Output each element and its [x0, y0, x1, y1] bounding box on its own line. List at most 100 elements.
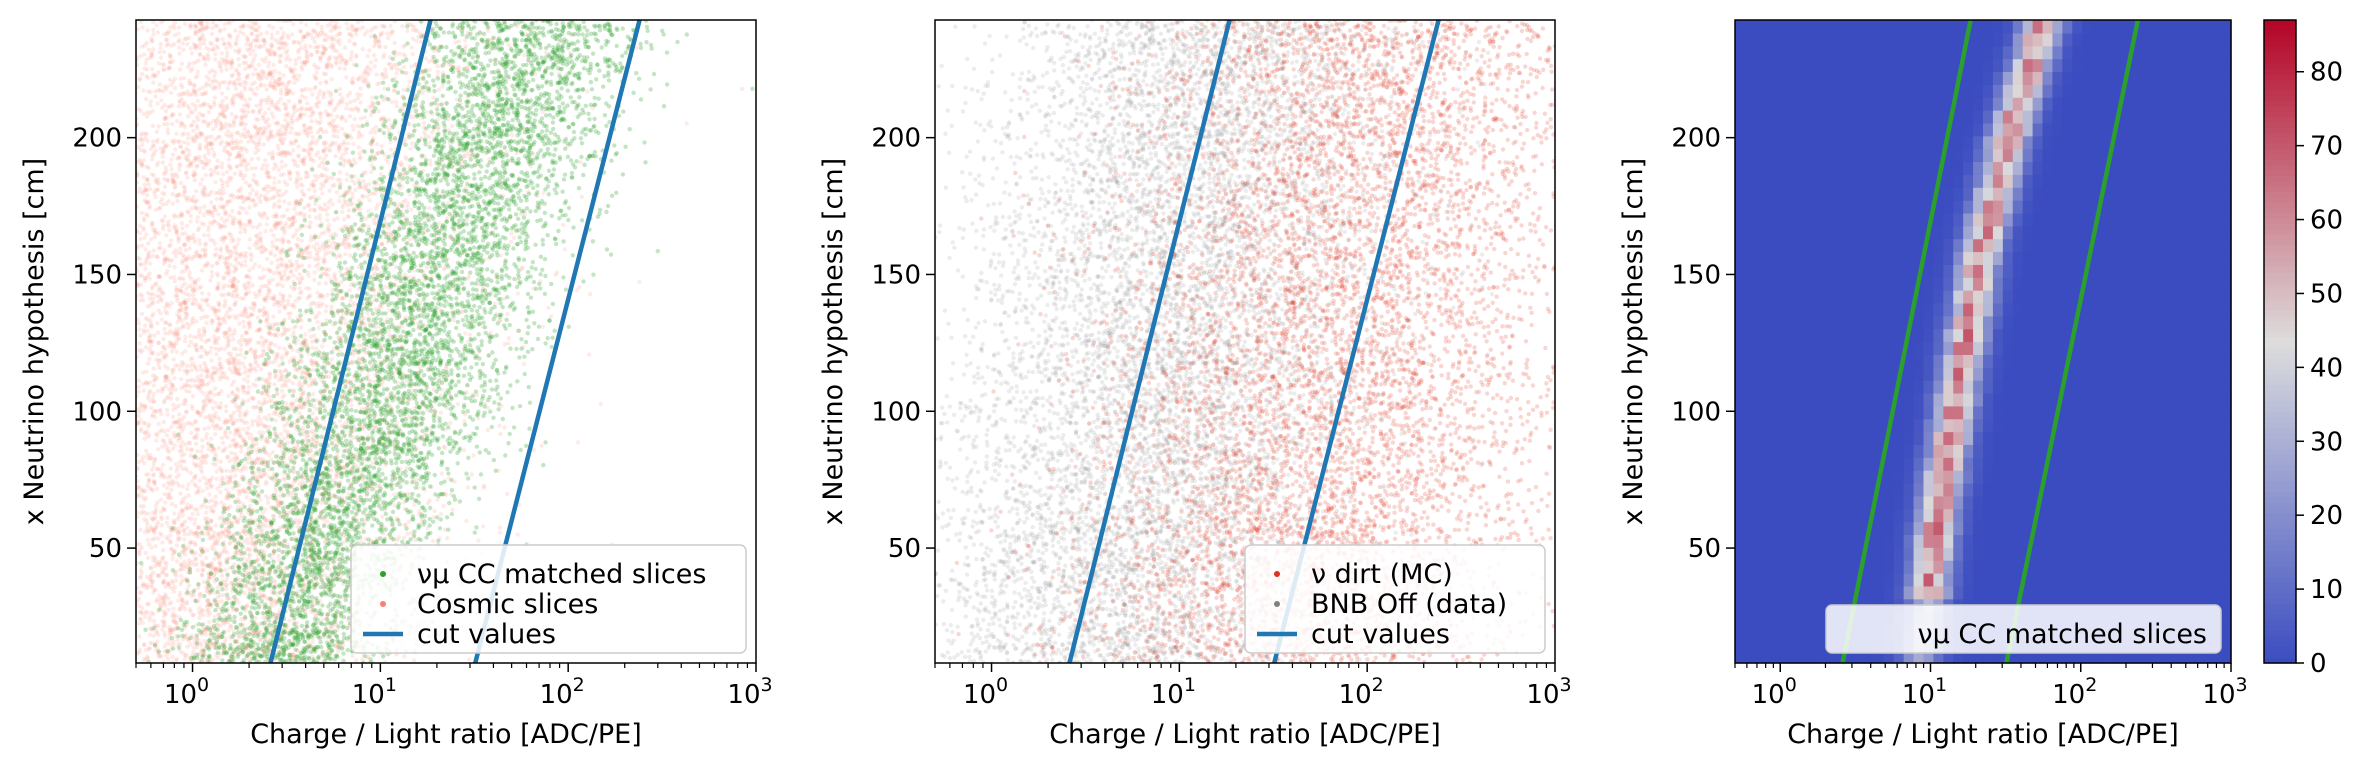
- data-point: [259, 335, 264, 340]
- data-point: [202, 153, 207, 159]
- data-point: [356, 356, 362, 361]
- data-point: [236, 210, 241, 215]
- data-point: [401, 64, 407, 70]
- data-point: [183, 505, 189, 511]
- data-point: [151, 311, 156, 317]
- data-point: [212, 547, 217, 552]
- data-point: [164, 520, 169, 525]
- data-point: [337, 198, 342, 204]
- data-point: [182, 422, 187, 427]
- data-point: [157, 50, 162, 55]
- data-point: [242, 324, 247, 329]
- data-point: [177, 67, 183, 72]
- data-point: [212, 95, 218, 100]
- data-point: [185, 175, 190, 180]
- data-point: [336, 649, 341, 654]
- data-point: [138, 504, 144, 509]
- data-point: [313, 141, 319, 146]
- data-point: [255, 86, 260, 91]
- data-point: [151, 80, 156, 85]
- data-point: [405, 531, 410, 536]
- data-point: [186, 482, 191, 487]
- data-point: [157, 365, 162, 371]
- data-point: [180, 484, 186, 489]
- data-point: [209, 134, 214, 139]
- data-point: [398, 162, 403, 167]
- data-point: [291, 388, 296, 393]
- data-point: [363, 216, 368, 221]
- data-point: [384, 124, 389, 129]
- data-point: [276, 204, 281, 209]
- data-point: [205, 441, 211, 446]
- data-point: [634, 45, 639, 50]
- data-point: [246, 139, 251, 144]
- data-point: [388, 23, 393, 29]
- data-point: [409, 64, 414, 69]
- data-point: [293, 232, 298, 237]
- data-point: [266, 106, 272, 112]
- data-point: [384, 31, 390, 36]
- data-point: [168, 162, 173, 167]
- data-point: [350, 76, 355, 81]
- data-point: [278, 172, 284, 178]
- data-point: [192, 541, 198, 546]
- data-point: [212, 334, 217, 339]
- data-point: [279, 388, 285, 394]
- data-point: [339, 115, 344, 120]
- data-point: [166, 427, 171, 433]
- data-point: [258, 497, 263, 503]
- data-point: [449, 123, 455, 129]
- data-point: [183, 401, 188, 406]
- data-point: [421, 120, 427, 126]
- data-point: [214, 337, 219, 342]
- data-point: [469, 472, 474, 477]
- data-point: [264, 256, 270, 262]
- data-point: [740, 86, 745, 92]
- data-point: [216, 303, 222, 308]
- data-point: [181, 140, 187, 145]
- data-point: [385, 386, 390, 391]
- data-point: [330, 202, 335, 207]
- data-point: [590, 105, 595, 111]
- data-point: [252, 242, 257, 247]
- data-point: [241, 199, 246, 205]
- data-point: [248, 219, 253, 224]
- data-point: [237, 321, 242, 326]
- data-point: [284, 63, 289, 69]
- data-point: [312, 39, 317, 45]
- data-point: [148, 99, 153, 104]
- data-point: [157, 241, 163, 246]
- data-point: [141, 328, 146, 333]
- data-point: [311, 392, 316, 397]
- data-point: [232, 276, 237, 281]
- data-point: [350, 80, 355, 85]
- data-point: [264, 87, 269, 92]
- data-point: [222, 276, 227, 281]
- data-point: [166, 656, 171, 662]
- data-point: [215, 261, 220, 266]
- data-point: [186, 493, 191, 498]
- data-point: [393, 99, 399, 105]
- data-point: [291, 22, 296, 27]
- data-point: [283, 117, 288, 123]
- data-point: [285, 33, 290, 38]
- data-point: [216, 212, 221, 217]
- data-point: [195, 511, 200, 517]
- data-point: [243, 66, 248, 72]
- data-point: [210, 25, 215, 31]
- data-point: [137, 634, 142, 639]
- data-point: [255, 182, 260, 187]
- data-point: [329, 357, 334, 362]
- data-point: [200, 177, 205, 182]
- data-point: [257, 264, 262, 269]
- data-point: [138, 54, 143, 59]
- data-point: [169, 424, 174, 430]
- data-point: [287, 201, 292, 206]
- data-point: [187, 343, 192, 348]
- data-point: [174, 543, 180, 548]
- data-point: [182, 242, 187, 247]
- data-point: [137, 341, 142, 346]
- data-point: [334, 472, 339, 477]
- data-point: [379, 241, 384, 247]
- data-point: [281, 30, 286, 36]
